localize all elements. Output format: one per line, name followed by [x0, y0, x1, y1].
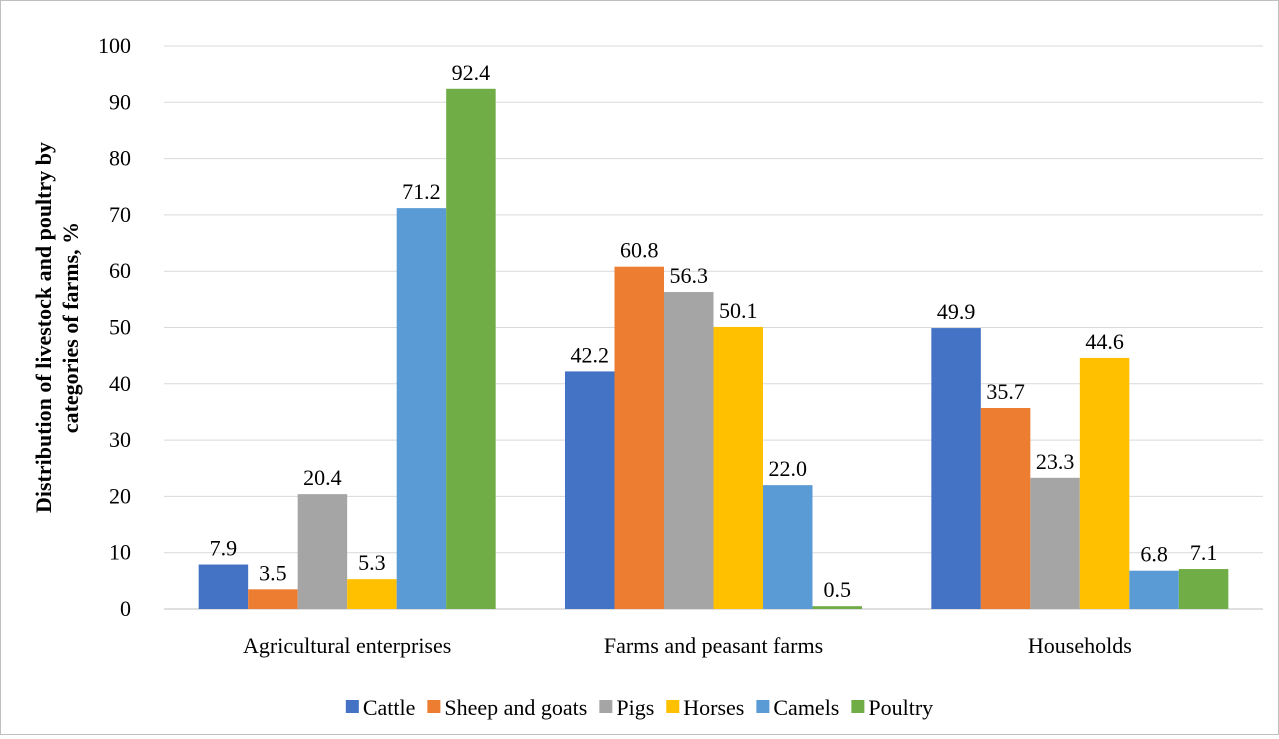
legend-item: Sheep and goats	[427, 695, 587, 720]
bar	[1178, 569, 1229, 609]
data-label: 60.8	[620, 238, 659, 263]
legend-label: Poultry	[868, 695, 933, 720]
data-label: 20.4	[303, 465, 342, 490]
legend-swatch	[666, 700, 680, 713]
bar	[198, 564, 249, 609]
bars	[198, 88, 1229, 610]
legend-swatch	[851, 700, 865, 713]
legend-label: Horses	[683, 695, 744, 720]
data-label: 5.3	[358, 550, 386, 575]
legend-item: Pigs	[599, 695, 654, 720]
data-label: 6.8	[1140, 542, 1168, 567]
bar	[713, 326, 763, 609]
y-tick-label: 80	[109, 146, 131, 171]
bar	[1030, 477, 1080, 609]
legend-swatch	[427, 700, 441, 713]
y-axis-ticks: 0 10 20 30 40 50 60 70 80 90 100	[98, 33, 131, 621]
bar	[614, 266, 664, 609]
y-axis-title: Distribution of livestock and poultry by…	[31, 142, 83, 513]
bar	[1079, 357, 1130, 609]
data-label: 44.6	[1085, 329, 1124, 354]
bar	[763, 485, 813, 609]
y-tick-label: 70	[109, 202, 131, 227]
data-labels: 7.9 3.5 20.4 5.3 71.2 92.4 42.2 60.8 56.3 50.1 22.…	[210, 60, 1218, 602]
bar	[931, 328, 981, 609]
legend-item: Camels	[756, 695, 839, 720]
legend-swatch	[345, 700, 359, 713]
data-label: 49.9	[937, 299, 976, 324]
legend-item: Horses	[666, 695, 744, 720]
legend-label: Sheep and goats	[444, 695, 587, 720]
bar	[446, 88, 496, 609]
data-label: 3.5	[259, 560, 287, 585]
x-category-label: Agricultural enterprises	[243, 633, 451, 658]
y-axis-title-line: Distribution of livestock and poultry by	[31, 142, 56, 513]
bar	[664, 292, 714, 609]
y-tick-label: 90	[109, 89, 131, 114]
data-label: 7.9	[210, 536, 238, 561]
legend-swatch	[756, 700, 770, 713]
bar	[248, 589, 298, 609]
data-label: 71.2	[402, 179, 441, 204]
y-tick-label: 30	[109, 427, 131, 452]
y-tick-label: 40	[109, 371, 131, 396]
x-category-label: Farms and peasant farms	[604, 633, 823, 658]
y-tick-label: 10	[109, 540, 131, 565]
legend-label: Cattle	[363, 695, 416, 720]
legend-label: Camels	[773, 695, 839, 720]
data-label: 23.3	[1036, 449, 1075, 474]
bar	[347, 579, 397, 609]
data-label: 50.1	[719, 298, 758, 323]
y-axis-label: Distribution of livestock and poultry by…	[31, 142, 83, 513]
bar	[297, 494, 348, 609]
data-label: 56.3	[670, 263, 709, 288]
bar	[565, 371, 615, 609]
legend-swatch	[599, 700, 613, 713]
y-tick-label: 50	[109, 315, 131, 340]
data-label: 42.2	[571, 342, 610, 367]
data-label: 22.0	[769, 456, 808, 481]
y-tick-label: 60	[109, 258, 131, 283]
data-label: 7.1	[1190, 540, 1218, 565]
data-label: 92.4	[452, 60, 491, 85]
y-axis-title-line: categories of farms, %	[58, 222, 83, 433]
data-label: 35.7	[986, 379, 1025, 404]
legend-item: Cattle	[345, 695, 416, 720]
legend-item: Poultry	[851, 695, 933, 720]
bar	[1129, 570, 1179, 609]
x-axis-categories: Agricultural enterprises Farms and peasan…	[243, 633, 1132, 658]
bar	[812, 606, 862, 609]
data-label: 0.5	[824, 577, 852, 602]
bar	[980, 408, 1031, 609]
legend-label: Pigs	[616, 695, 654, 720]
y-tick-label: 0	[120, 596, 131, 621]
bar	[396, 208, 447, 610]
x-category-label: Households	[1028, 633, 1132, 658]
legend: Cattle Sheep and goats Pigs Horses Camels Pou…	[345, 695, 933, 720]
y-tick-label: 20	[109, 483, 131, 508]
y-tick-label: 100	[98, 33, 131, 58]
